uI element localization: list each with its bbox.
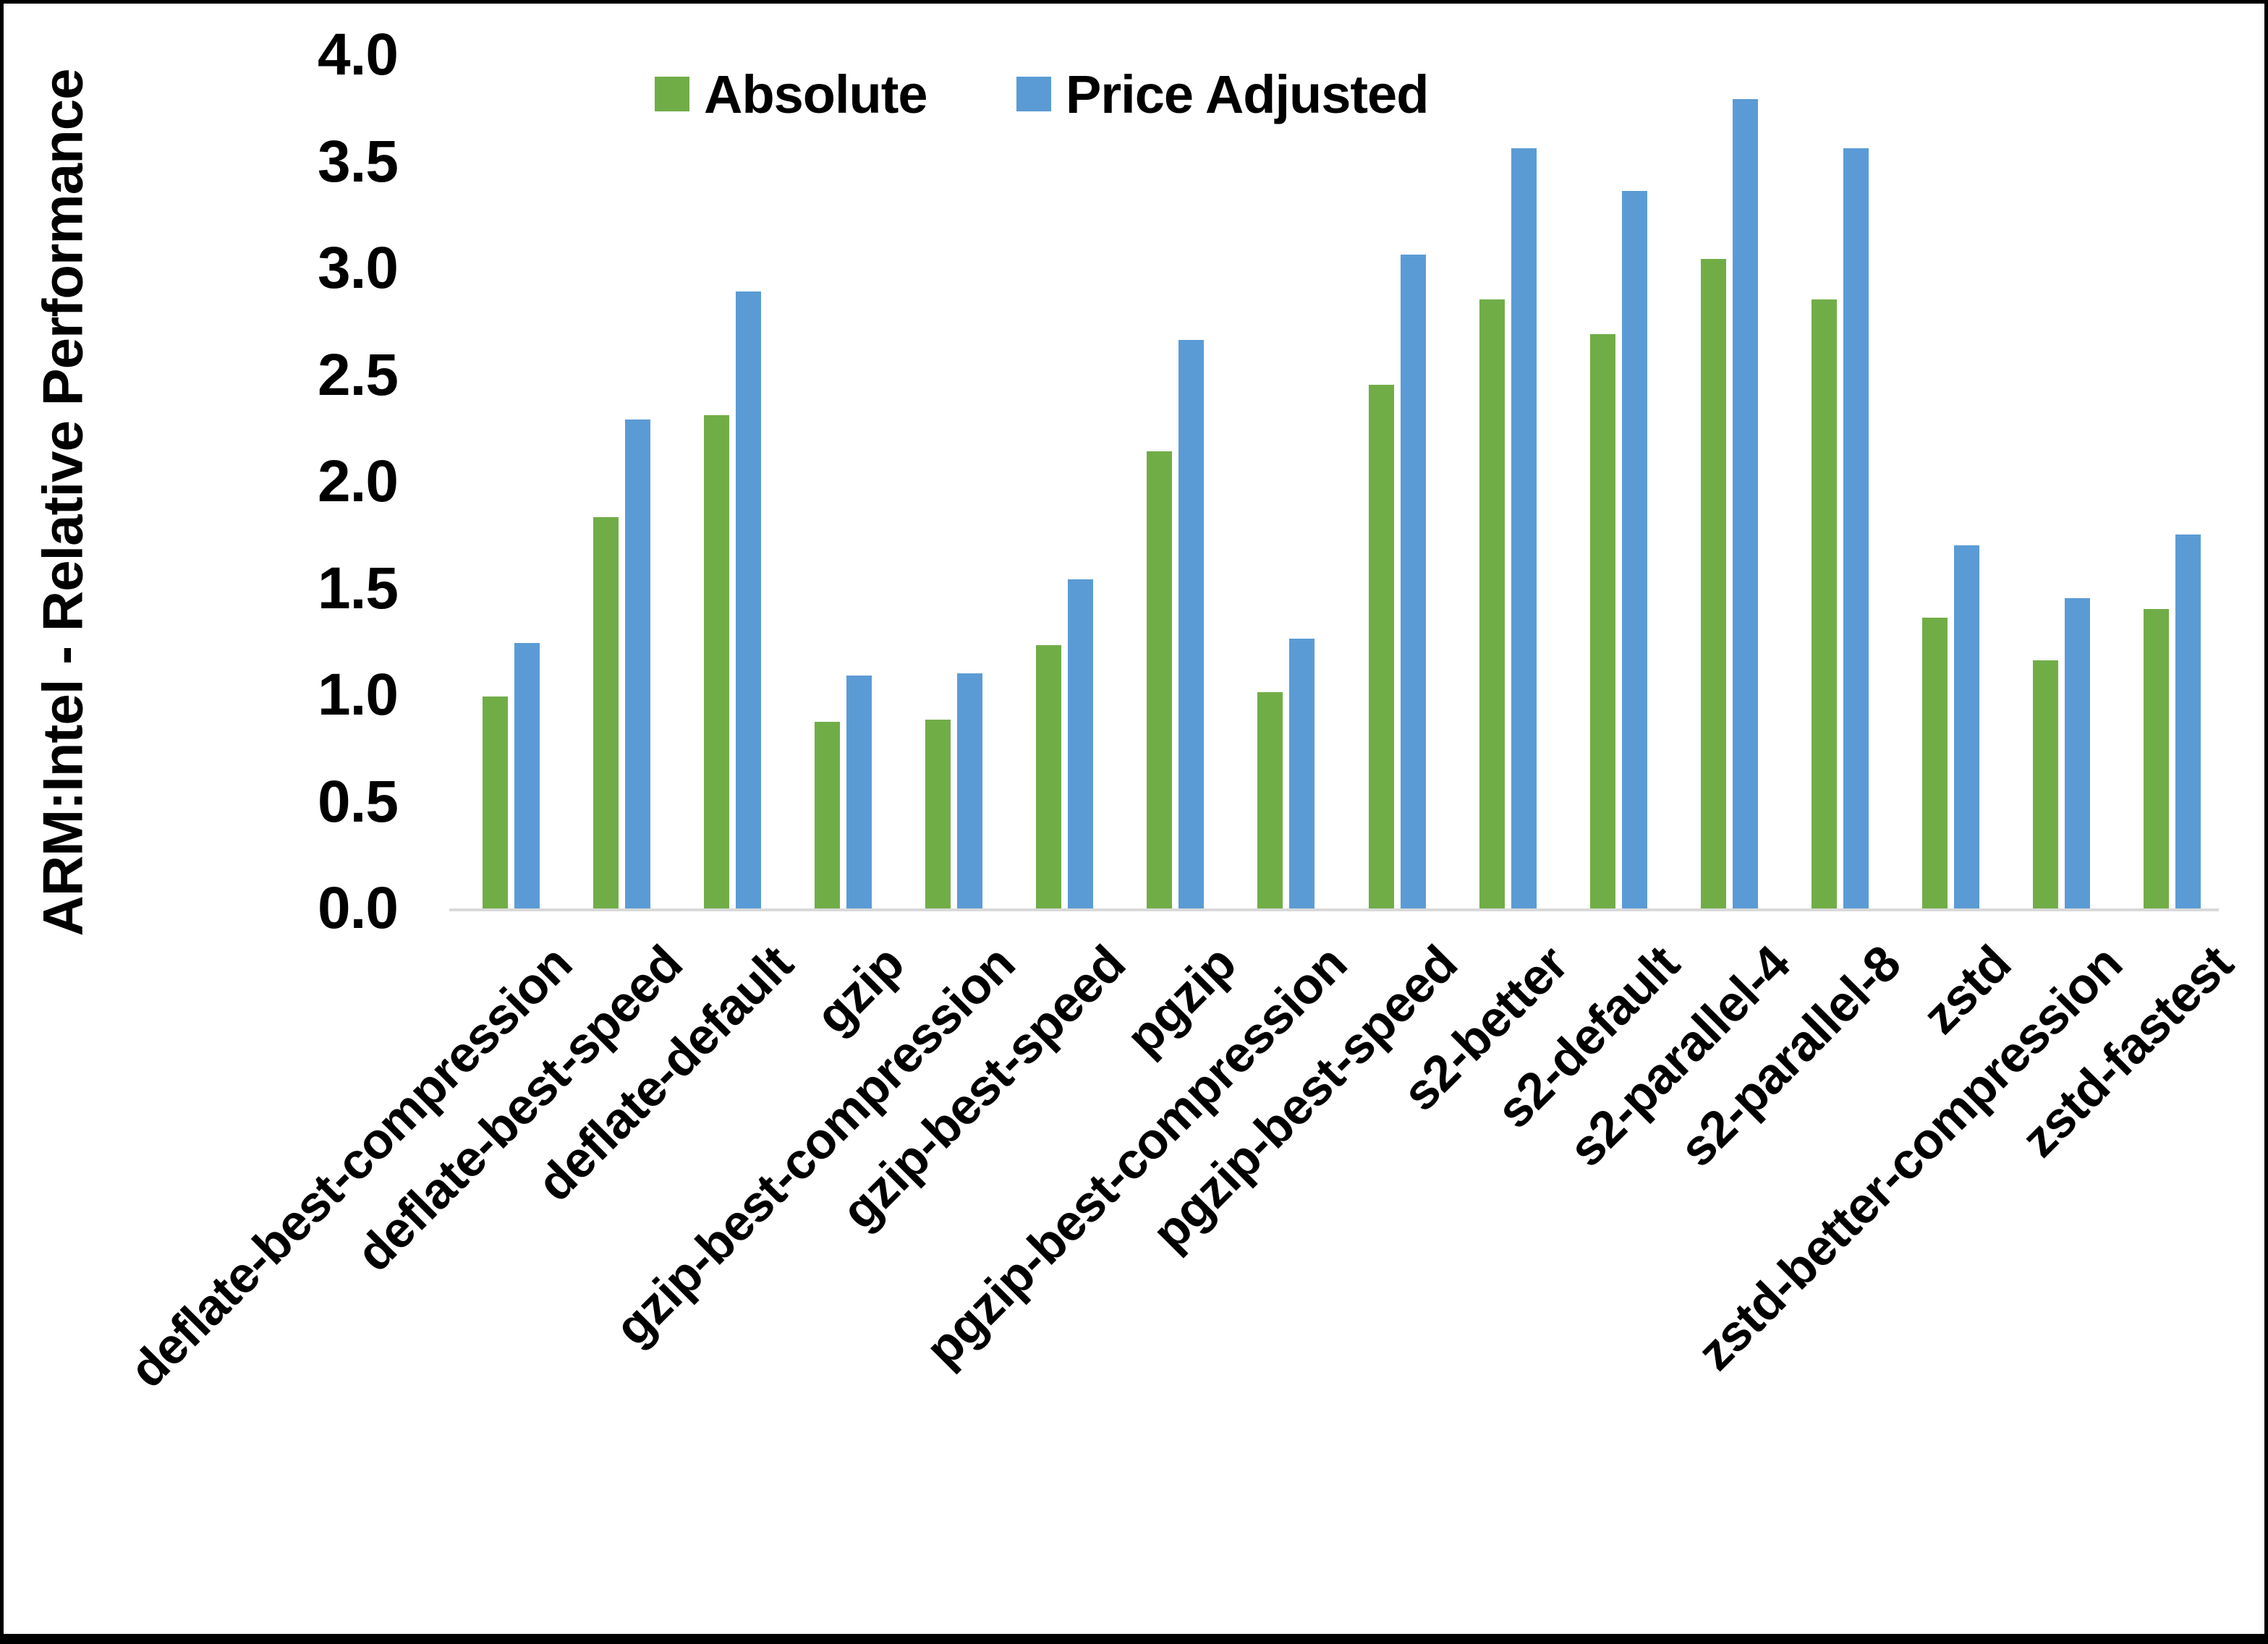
legend-item-price-adjusted: Price Adjusted xyxy=(1016,64,1429,124)
bar-absolute-deflate-best-compression xyxy=(483,697,508,910)
x-axis-line xyxy=(449,908,2219,911)
y-tick-label-0.5: 0.5 xyxy=(318,768,399,835)
legend-item-absolute: Absolute xyxy=(655,64,928,124)
bar-absolute-gzip-best-speed xyxy=(1036,645,1062,910)
bar-absolute-s2-parallel-4 xyxy=(1700,259,1726,910)
plot-area: ARM:Intel - Relative Performance Absolut… xyxy=(4,4,2264,1634)
y-tick-label-3.0: 3.0 xyxy=(318,235,399,302)
bar-price-adjusted-s2-parallel-8 xyxy=(1843,148,1869,910)
y-tick-label-1.5: 1.5 xyxy=(318,555,399,621)
bar-absolute-gzip-best-compression xyxy=(925,720,951,910)
bar-price-adjusted-pgzip-best-compression xyxy=(1289,639,1315,910)
bar-absolute-zstd xyxy=(1921,617,1948,910)
bar-price-adjusted-s2-parallel-4 xyxy=(1732,99,1758,910)
bar-absolute-pgzip xyxy=(1147,451,1173,910)
bar-price-adjusted-s2-default xyxy=(1621,190,1647,910)
bar-absolute-s2-default xyxy=(1589,333,1615,910)
y-axis-title: ARM:Intel - Relative Performance xyxy=(30,69,95,937)
bar-price-adjusted-deflate-best-compression xyxy=(514,643,540,910)
bar-price-adjusted-pgzip-best-speed xyxy=(1400,255,1426,910)
bar-price-adjusted-zstd-better-compression xyxy=(2064,598,2090,910)
bar-absolute-deflate-best-speed xyxy=(593,517,619,910)
legend-label: Absolute xyxy=(704,64,928,124)
bar-absolute-zstd-fastest xyxy=(2144,609,2170,910)
legend-swatch-price-adjusted xyxy=(1016,77,1051,111)
bar-price-adjusted-zstd xyxy=(1953,545,1979,910)
bar-price-adjusted-pgzip xyxy=(1178,340,1205,910)
bar-absolute-deflate-default xyxy=(704,414,730,910)
bar-price-adjusted-gzip-best-speed xyxy=(1068,579,1094,910)
y-tick-label-0.0: 0.0 xyxy=(318,875,399,942)
bar-price-adjusted-deflate-best-speed xyxy=(625,419,651,910)
bar-price-adjusted-gzip-best-compression xyxy=(957,673,983,910)
x-category-label-deflate-best-compression: deflate-best-compression xyxy=(118,934,582,1399)
bar-price-adjusted-deflate-default xyxy=(736,291,762,910)
y-tick-label-2.5: 2.5 xyxy=(318,341,399,408)
y-tick-label-3.5: 3.5 xyxy=(318,128,399,195)
bar-price-adjusted-s2-better xyxy=(1511,148,1537,910)
bar-price-adjusted-gzip xyxy=(846,675,872,910)
legend-label: Price Adjusted xyxy=(1066,64,1429,124)
bar-absolute-s2-parallel-8 xyxy=(1811,299,1837,910)
bar-absolute-s2-better xyxy=(1479,299,1505,910)
bar-absolute-pgzip-best-speed xyxy=(1368,385,1394,910)
bar-absolute-gzip xyxy=(815,722,841,910)
bar-absolute-pgzip-best-compression xyxy=(1257,692,1283,910)
y-tick-label-4.0: 4.0 xyxy=(318,22,399,88)
y-tick-label-1.0: 1.0 xyxy=(318,662,399,728)
bar-absolute-zstd-better-compression xyxy=(2032,660,2058,910)
legend-swatch-absolute xyxy=(655,77,689,111)
y-tick-label-2.0: 2.0 xyxy=(318,448,399,515)
bar-price-adjusted-zstd-fastest xyxy=(2175,534,2201,910)
